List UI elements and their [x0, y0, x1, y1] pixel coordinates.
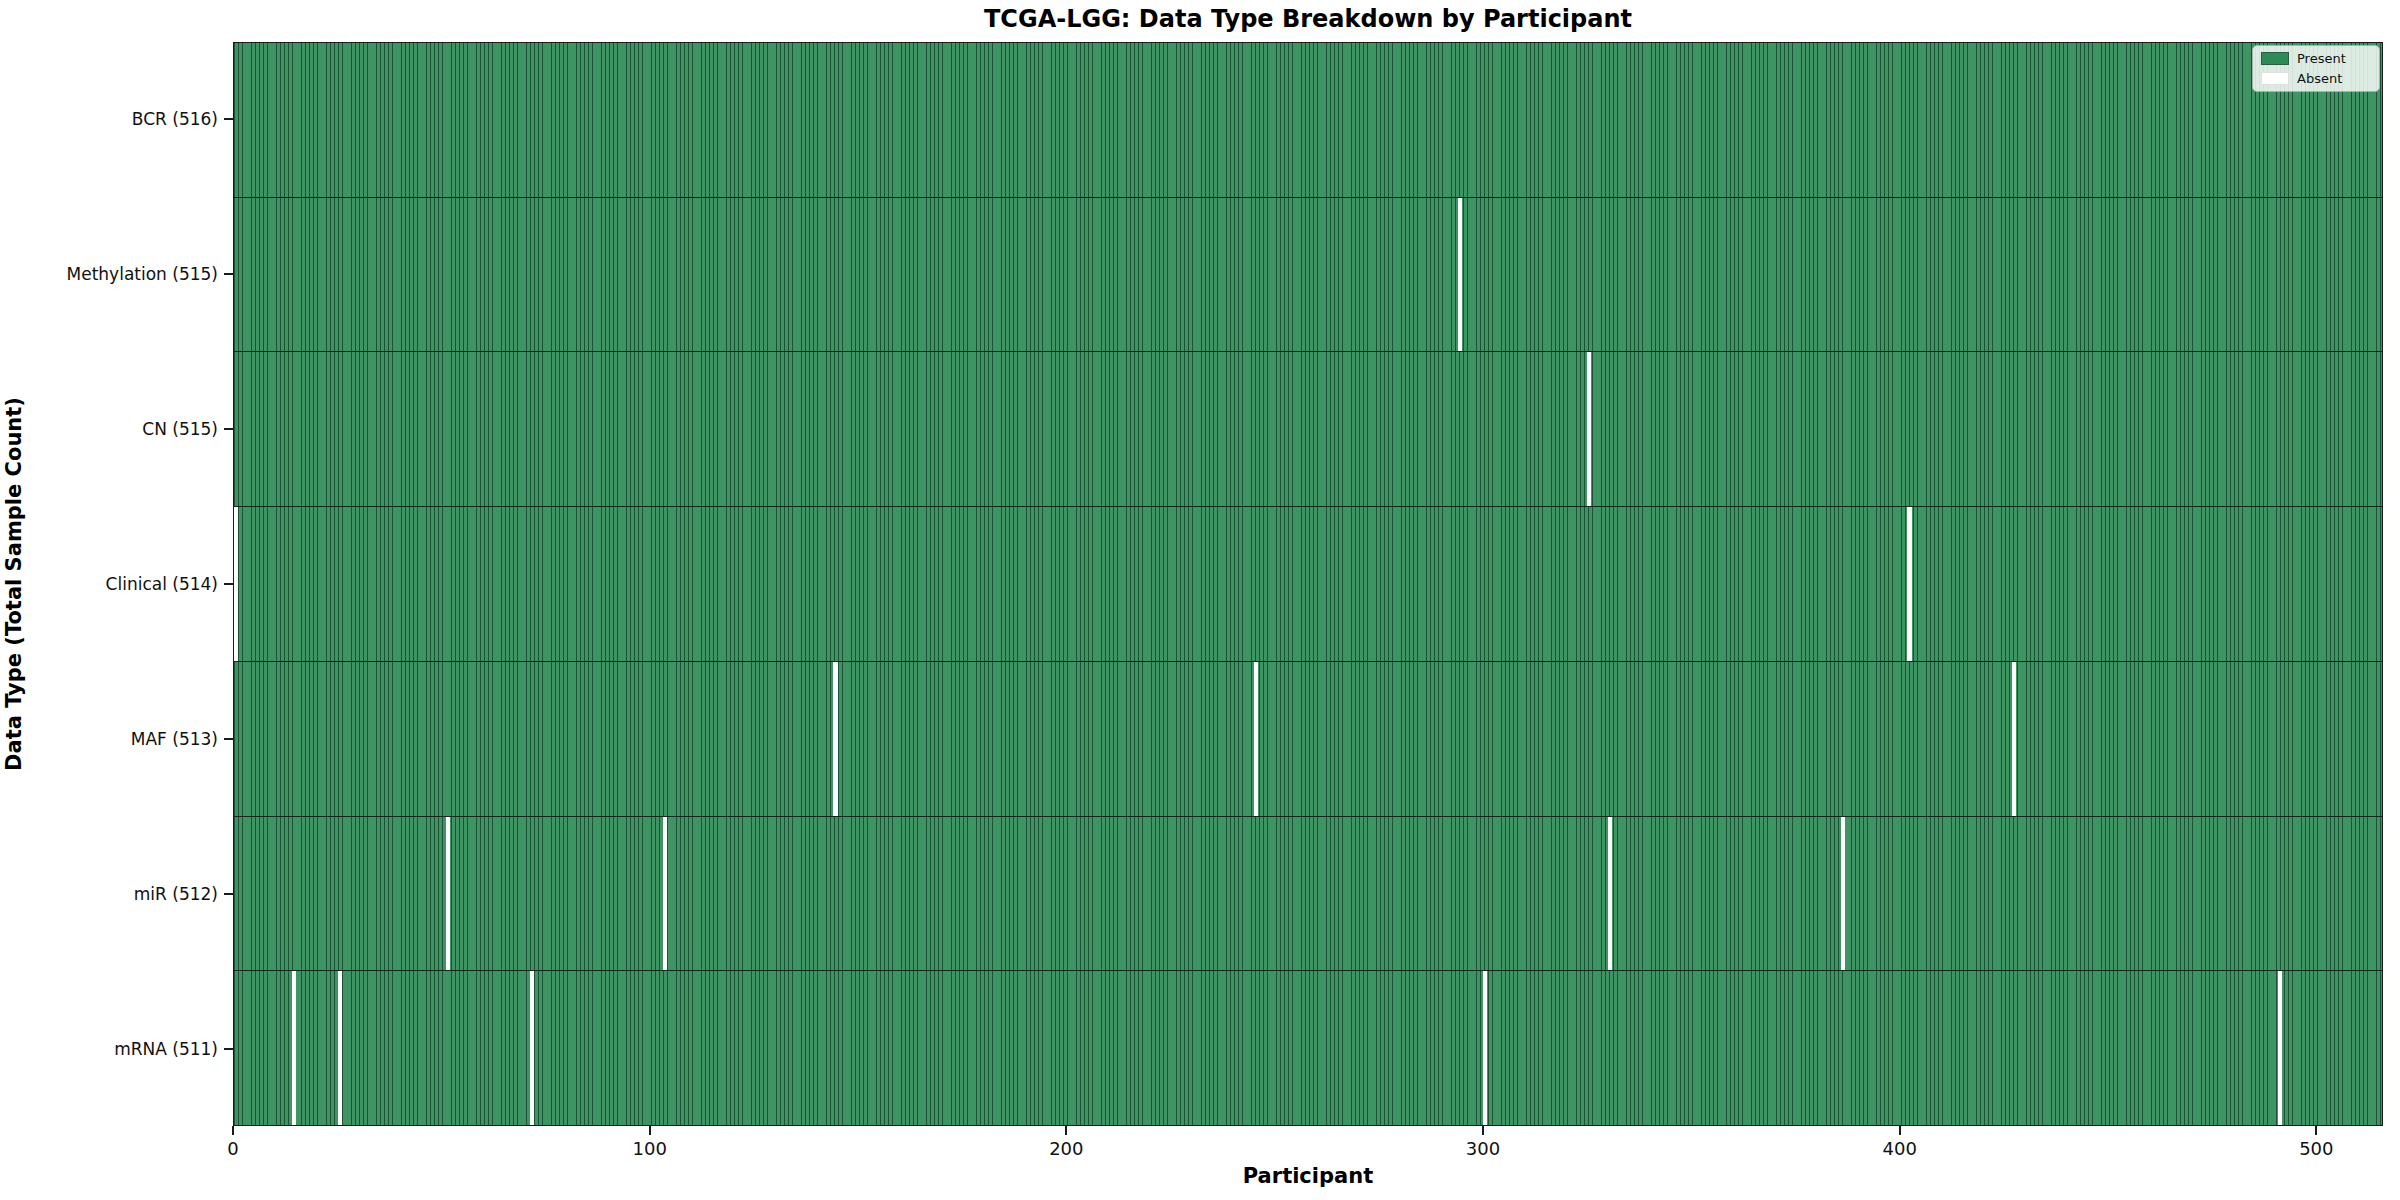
absent-gap: [234, 507, 238, 661]
x-tick-label: 400: [1882, 1138, 1916, 1159]
x-tick-mark: [1482, 1126, 1484, 1135]
plot-area: [233, 42, 2383, 1126]
absent-gap: [338, 971, 342, 1125]
legend-label-absent: Absent: [2297, 71, 2342, 86]
y-tick-mark: [224, 583, 233, 585]
row-methylation: [234, 198, 2382, 353]
row-cn: [234, 352, 2382, 507]
x-tick-label: 500: [2299, 1138, 2333, 1159]
y-tick-label-mrna: mRNA (511): [0, 1039, 218, 1059]
x-tick-label: 200: [1049, 1138, 1083, 1159]
row-maf: [234, 662, 2382, 817]
absent-gap: [663, 817, 667, 971]
legend-item-present: Present: [2261, 51, 2371, 66]
legend-item-absent: Absent: [2261, 71, 2371, 86]
absent-gap: [2278, 971, 2282, 1125]
y-tick-label-clinical: Clinical (514): [0, 574, 218, 594]
absent-gap: [1907, 507, 1911, 661]
y-tick-label-maf: MAF (513): [0, 729, 218, 749]
absent-gap: [2012, 662, 2016, 816]
absent-gap: [1608, 817, 1612, 971]
row-mir: [234, 817, 2382, 972]
row-mrna: [234, 971, 2382, 1125]
y-tick-mark: [224, 738, 233, 740]
x-tick-label: 300: [1466, 1138, 1500, 1159]
absent-gap: [1587, 352, 1591, 506]
legend: Present Absent: [2252, 45, 2380, 92]
x-axis-label: Participant: [233, 1164, 2383, 1188]
y-tick-label-mir: miR (512): [0, 884, 218, 904]
absent-gap: [1841, 817, 1845, 971]
y-tick-label-cn: CN (515): [0, 419, 218, 439]
absent-gap: [1458, 198, 1462, 352]
present-swatch-icon: [2261, 52, 2289, 65]
legend-label-present: Present: [2297, 51, 2346, 66]
absent-gap: [530, 971, 534, 1125]
absent-gap: [446, 817, 450, 971]
figure: TCGA-LGG: Data Type Breakdown by Partici…: [0, 0, 2400, 1200]
x-tick-mark: [1899, 1126, 1901, 1135]
absent-swatch-icon: [2261, 72, 2289, 85]
x-tick-label: 0: [227, 1138, 238, 1159]
absent-gap: [1254, 662, 1258, 816]
y-tick-mark: [224, 273, 233, 275]
chart-title: TCGA-LGG: Data Type Breakdown by Partici…: [233, 5, 2383, 33]
y-tick-label-methylation: Methylation (515): [0, 264, 218, 284]
x-tick-label: 100: [632, 1138, 666, 1159]
y-tick-mark: [224, 118, 233, 120]
x-tick-mark: [2315, 1126, 2317, 1135]
y-tick-mark: [224, 1048, 233, 1050]
absent-gap: [1483, 971, 1487, 1125]
y-tick-mark: [224, 893, 233, 895]
absent-gap: [292, 971, 296, 1125]
y-tick-mark: [224, 428, 233, 430]
x-tick-mark: [232, 1126, 234, 1135]
absent-gap: [833, 662, 837, 816]
row-clinical: [234, 507, 2382, 662]
y-tick-label-bcr: BCR (516): [0, 109, 218, 129]
row-bcr: [234, 43, 2382, 198]
x-tick-mark: [649, 1126, 651, 1135]
x-tick-mark: [1065, 1126, 1067, 1135]
